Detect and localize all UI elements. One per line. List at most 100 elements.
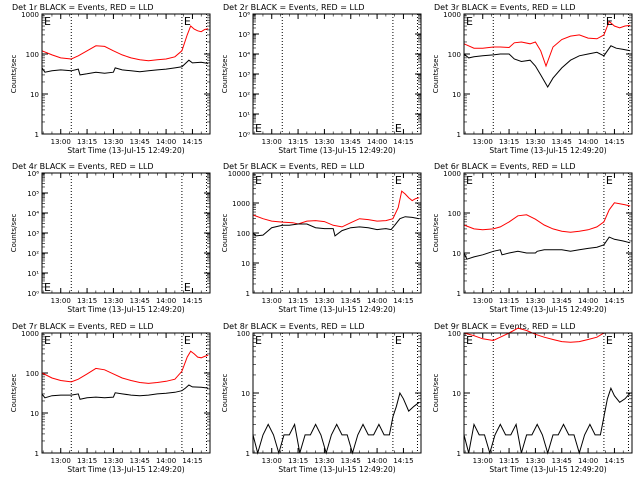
y-tick-label: 1000 xyxy=(21,11,39,19)
e-marker: E xyxy=(395,334,402,347)
e-marker: E xyxy=(466,174,473,187)
panel-title: Det 3r BLACK = Events, RED = LLD xyxy=(434,3,576,12)
y-axis-label: Counts/sec xyxy=(432,55,440,94)
y-tick-label: 1 xyxy=(35,450,39,458)
events-rate-line xyxy=(463,386,631,455)
x-tick-label: 13:00 xyxy=(51,297,71,305)
plot-frame xyxy=(41,13,211,135)
events-rate-line xyxy=(252,391,420,455)
x-axis-label: Start Time (13-Jul-15 12:49:20) xyxy=(278,146,395,155)
x-tick-label: 13:45 xyxy=(341,297,361,305)
x-tick-label: 13:30 xyxy=(525,138,545,146)
x-tick-label: 13:00 xyxy=(51,138,71,146)
e-marker: E xyxy=(255,122,262,135)
x-tick-label: 13:00 xyxy=(473,297,493,305)
events-rate-line xyxy=(463,236,631,260)
x-tick-label: 13:00 xyxy=(473,457,493,465)
e-marker: E xyxy=(184,15,191,28)
panel-det5: Det 5r BLACK = Events, RED = LLD 1 10 100 10… xyxy=(221,162,422,314)
y-tick-label: 100 xyxy=(448,210,461,218)
e-marker: E xyxy=(395,174,402,187)
x-tick-label: 13:00 xyxy=(473,138,493,146)
panel-det9: Det 9r BLACK = Events, RED = LLD 1 10 100 13… xyxy=(432,322,633,474)
y-tick-label: 100 xyxy=(448,51,461,59)
x-tick-label: 13:15 xyxy=(499,457,519,465)
x-tick-label: 14:00 xyxy=(367,138,387,146)
y-tick-label: 1000 xyxy=(21,330,39,338)
panel-det6: Det 6r BLACK = Events, RED = LLD 1 10 100 10… xyxy=(432,162,633,314)
y-tick-label: 10¹ xyxy=(238,111,250,119)
panel-det2: Det 2r BLACK = Events, RED = LLD 10⁰ 10¹ 10… xyxy=(221,3,422,155)
x-tick-label: 13:00 xyxy=(262,457,282,465)
x-tick-label: 14:15 xyxy=(604,138,624,146)
e-marker: E xyxy=(255,174,262,187)
y-tick-label: 100 xyxy=(237,230,250,238)
e-marker: E xyxy=(606,15,613,28)
e-marker: E xyxy=(395,122,402,135)
x-tick-label: 13:45 xyxy=(341,457,361,465)
y-tick-label: 10 xyxy=(241,260,250,268)
y-axis-label: Counts/sec xyxy=(221,374,229,413)
panel-title: Det 7r BLACK = Events, RED = LLD xyxy=(12,322,154,331)
plot-frame xyxy=(252,172,422,294)
y-axis-label: Counts/sec xyxy=(10,214,18,253)
x-tick-label: 13:30 xyxy=(103,457,123,465)
x-axis-label: Start Time (13-Jul-15 12:49:20) xyxy=(67,465,184,474)
y-tick-label: 10⁵ xyxy=(27,190,39,198)
events-rate-line xyxy=(252,216,420,237)
x-tick-label: 14:15 xyxy=(393,457,413,465)
x-tick-label: 14:15 xyxy=(182,457,202,465)
x-tick-label: 13:45 xyxy=(552,457,572,465)
y-axis-label: Counts/sec xyxy=(221,214,229,253)
panel-det1: Det 1r BLACK = Events, RED = LLD 1 10 100 10… xyxy=(10,3,211,155)
y-tick-label: 1 xyxy=(457,131,461,139)
y-tick-label: 1 xyxy=(246,450,250,458)
x-tick-label: 13:45 xyxy=(552,297,572,305)
x-tick-label: 13:15 xyxy=(288,138,308,146)
x-tick-label: 14:15 xyxy=(182,297,202,305)
x-tick-label: 13:00 xyxy=(262,138,282,146)
x-tick-label: 14:00 xyxy=(156,297,176,305)
y-tick-label: 10000 xyxy=(228,170,250,178)
y-tick-label: 1 xyxy=(457,450,461,458)
y-tick-label: 10 xyxy=(452,250,461,258)
y-tick-label: 10² xyxy=(27,250,39,258)
panel-det3: Det 3r BLACK = Events, RED = LLD 1 10 100 10… xyxy=(432,3,633,155)
x-tick-label: 14:15 xyxy=(393,297,413,305)
x-tick-label: 13:45 xyxy=(341,138,361,146)
x-axis-label: Start Time (13-Jul-15 12:49:20) xyxy=(67,146,184,155)
y-tick-label: 10⁰ xyxy=(27,290,39,298)
x-tick-label: 14:00 xyxy=(156,457,176,465)
plot-frame xyxy=(463,172,633,294)
x-tick-label: 13:15 xyxy=(499,297,519,305)
e-marker: E xyxy=(255,334,262,347)
y-tick-label: 10 xyxy=(452,390,461,398)
x-tick-label: 14:15 xyxy=(604,457,624,465)
y-tick-label: 100 xyxy=(26,370,39,378)
plot-frame xyxy=(463,13,633,135)
y-tick-label: 1 xyxy=(246,290,250,298)
y-tick-label: 10⁰ xyxy=(238,131,250,139)
y-axis-label: Counts/sec xyxy=(221,55,229,94)
plot-frame xyxy=(41,332,211,454)
y-axis-label: Counts/sec xyxy=(432,374,440,413)
y-tick-label: 1 xyxy=(35,131,39,139)
x-tick-label: 13:30 xyxy=(525,297,545,305)
y-tick-label: 1000 xyxy=(232,200,250,208)
x-tick-label: 13:00 xyxy=(51,457,71,465)
y-tick-label: 10¹ xyxy=(27,270,39,278)
x-tick-label: 14:15 xyxy=(604,297,624,305)
y-tick-label: 1 xyxy=(457,290,461,298)
x-tick-label: 13:45 xyxy=(130,457,150,465)
x-tick-label: 13:45 xyxy=(552,138,572,146)
e-marker: E xyxy=(44,334,51,347)
y-axis-label: Counts/sec xyxy=(10,374,18,413)
x-tick-label: 14:15 xyxy=(393,138,413,146)
panel-det8: Det 8r BLACK = Events, RED = LLD 1 10 100 13… xyxy=(221,322,422,474)
y-tick-label: 10⁶ xyxy=(238,11,250,19)
x-tick-label: 13:30 xyxy=(314,297,334,305)
lld-rate-line xyxy=(463,20,631,68)
x-axis-label: Start Time (13-Jul-15 12:49:20) xyxy=(67,305,184,314)
x-tick-label: 13:15 xyxy=(77,138,97,146)
